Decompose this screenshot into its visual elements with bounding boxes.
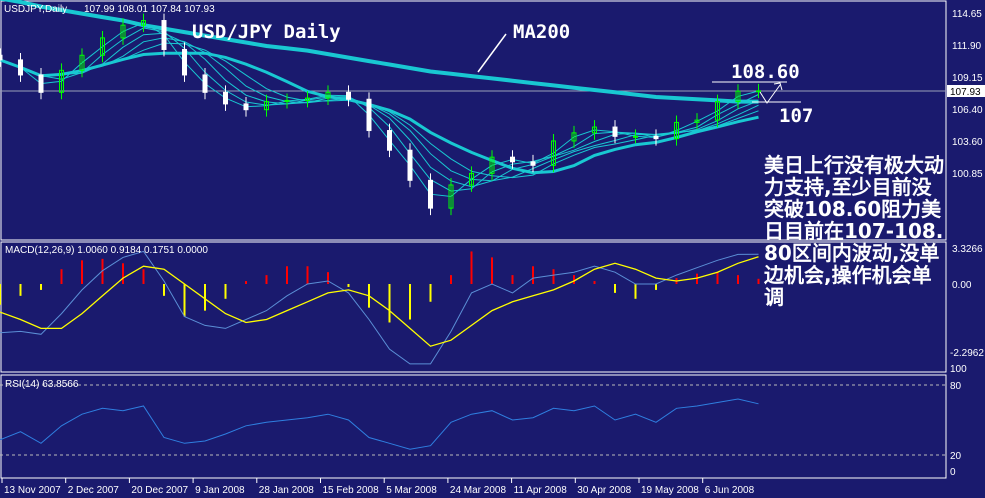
candle	[530, 161, 536, 166]
candle	[346, 91, 351, 100]
chart-title-annotation: USD/JPY Daily	[192, 21, 341, 43]
rsi-tick: 100	[950, 364, 967, 375]
date-label: 13 Nov 2007	[4, 485, 61, 496]
forecast-arrow	[759, 84, 781, 104]
price-tick: 106.40	[952, 105, 983, 116]
rsi-label: RSI(14) 63.8566	[5, 379, 79, 390]
candle	[18, 59, 23, 76]
price-panel	[0, 0, 947, 241]
candle	[756, 90, 761, 93]
candle	[264, 101, 269, 111]
candle	[141, 20, 146, 26]
macd-signal-line	[0, 256, 759, 347]
price-tick: 103.60	[952, 137, 983, 148]
candle	[284, 99, 290, 103]
macd-tick: 0.00	[952, 280, 972, 291]
symbol-label: USDJPY,Daily	[4, 4, 67, 15]
arrow-head-icon	[773, 82, 783, 91]
current-price-box	[947, 85, 985, 97]
support-annotation: 107	[779, 105, 813, 127]
date-label: 2 Dec 2007	[68, 485, 120, 496]
rsi-tick: 20	[950, 451, 962, 462]
date-label: 5 Mar 2008	[386, 485, 437, 496]
candle	[448, 184, 454, 209]
candle	[366, 98, 372, 132]
candle	[161, 20, 167, 50]
candle	[407, 149, 413, 181]
candle	[633, 135, 638, 138]
ohlc-label: 107.99 108.01 107.84 107.93	[84, 4, 215, 15]
rsi-tick: 0	[950, 467, 956, 478]
candle	[223, 91, 228, 105]
candle	[202, 74, 208, 93]
candle	[735, 90, 741, 103]
candle	[469, 172, 474, 186]
candle	[243, 103, 249, 111]
candle	[305, 97, 310, 101]
candle	[551, 140, 556, 166]
candle	[100, 37, 105, 56]
date-label: 15 Feb 2008	[323, 485, 380, 496]
ma200-pointer	[477, 33, 507, 73]
date-label: 24 Mar 2008	[450, 485, 507, 496]
date-label: 19 May 2008	[641, 485, 699, 496]
date-label: 6 Jun 2008	[705, 485, 755, 496]
candle	[612, 126, 618, 137]
candle	[653, 135, 659, 140]
candle	[489, 156, 495, 174]
candle	[674, 121, 679, 140]
candle	[715, 101, 720, 121]
candle	[38, 74, 44, 93]
macd-tick: 3.3266	[952, 244, 983, 255]
commentary-text: 美日上行没有极大动力支持,至少目前没突破108.60阻力美日目前在107-108…	[764, 153, 944, 309]
candle	[325, 91, 331, 99]
date-label: 11 Apr 2008	[514, 485, 568, 496]
price-tick: 114.65	[952, 9, 982, 20]
candle	[182, 48, 187, 76]
resistance-annotation: 108.60	[731, 61, 800, 83]
rsi-panel	[0, 374, 947, 479]
moving-average-line	[0, 32, 759, 188]
candle	[592, 126, 597, 134]
price-tick: 100.85	[952, 169, 983, 180]
candle	[120, 24, 126, 39]
candle	[571, 132, 577, 142]
date-label: 28 Jan 2008	[259, 485, 314, 496]
macd-label: MACD(12,26,9) 1.0060 0.9184 0.1751 0.000…	[5, 245, 208, 256]
date-label: 30 Apr 2008	[577, 485, 631, 496]
candle	[694, 119, 700, 123]
macd-tick: -2.2962	[950, 348, 984, 359]
macd-panel	[0, 241, 947, 373]
candle	[387, 130, 392, 151]
ma200-line	[0, 0, 759, 104]
moving-average-line	[0, 37, 759, 182]
rsi-line	[0, 398, 759, 450]
date-label: 20 Dec 2007	[131, 485, 188, 496]
current-price-label: 107.93	[950, 87, 981, 98]
macd-main-line	[0, 250, 759, 365]
candle	[59, 69, 64, 93]
candle	[0, 54, 3, 61]
moving-average-line	[0, 51, 759, 175]
candle	[79, 54, 85, 71]
ma200-annotation: MA200	[513, 21, 570, 43]
price-tick: 109.15	[952, 73, 983, 84]
candle	[510, 156, 515, 163]
price-tick: 111.90	[952, 41, 982, 52]
date-label: 9 Jan 2008	[195, 485, 245, 496]
candle	[428, 179, 433, 209]
rsi-tick: 80	[950, 381, 962, 392]
